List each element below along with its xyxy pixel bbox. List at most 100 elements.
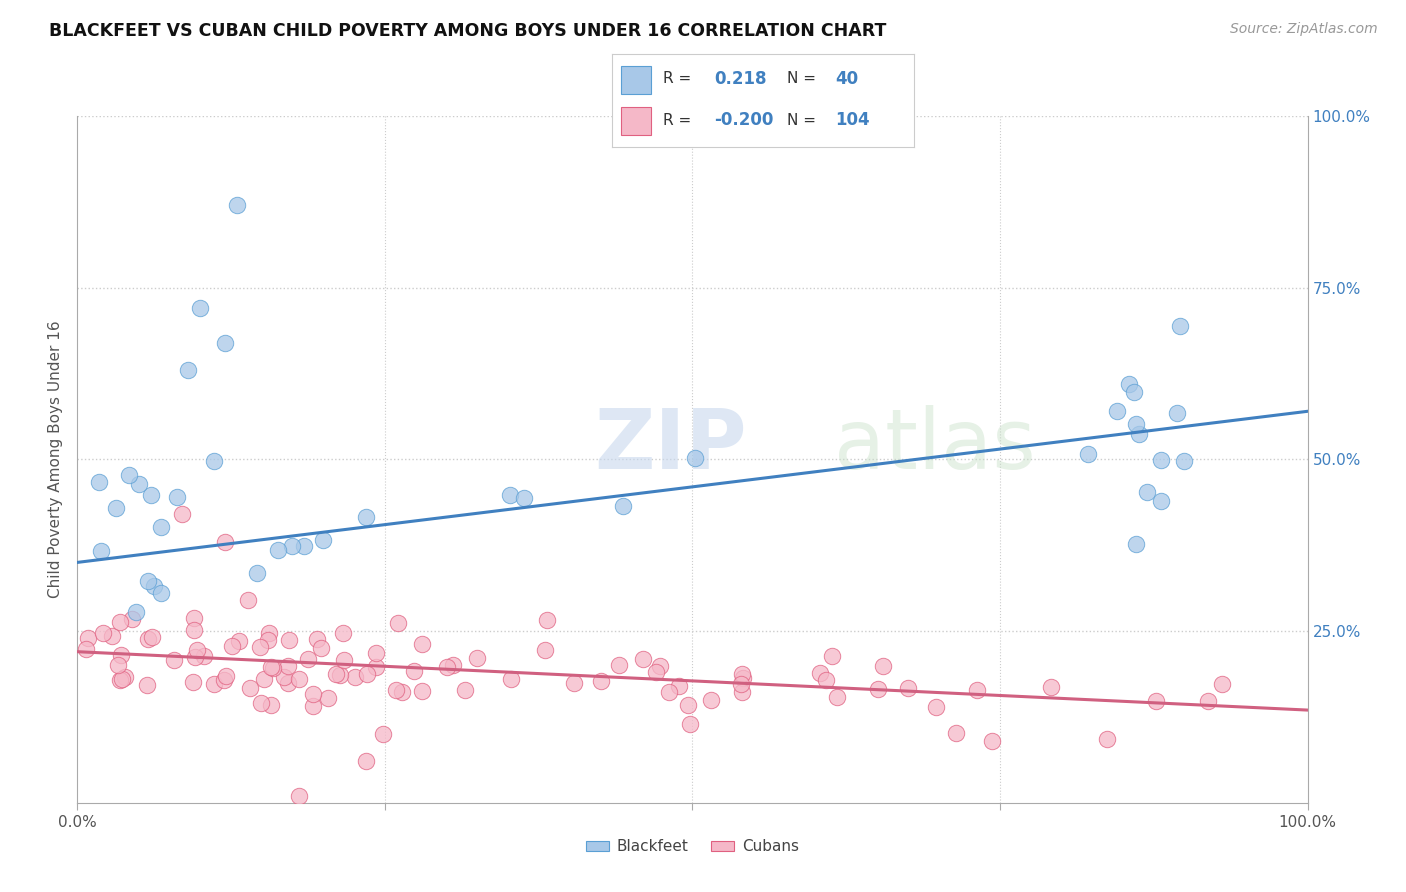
Point [212, 673, 235, 687]
Point [731, 671, 754, 685]
Point [138, 632, 160, 646]
Point [821, 649, 844, 664]
Point [364, 647, 387, 661]
Point [215, 669, 238, 683]
Point [391, 684, 413, 698]
Point [536, 613, 558, 627]
Point [226, 198, 249, 212]
Point [316, 690, 339, 705]
Point [170, 508, 193, 522]
Point [981, 733, 1004, 747]
Point [513, 491, 536, 506]
Point [436, 659, 458, 673]
Point [111, 672, 134, 686]
Point [262, 661, 284, 675]
Point [190, 301, 212, 316]
Point [163, 653, 186, 667]
Point [668, 679, 690, 693]
Point [221, 639, 243, 653]
Point [356, 509, 378, 524]
Point [239, 681, 262, 696]
Point [1128, 426, 1150, 441]
Point [250, 696, 273, 710]
Point [121, 612, 143, 626]
Bar [620, 66, 651, 94]
Point [101, 629, 124, 643]
Point [150, 520, 173, 534]
Point [253, 672, 276, 686]
Point [343, 670, 366, 684]
Point [501, 672, 523, 686]
Point [607, 658, 630, 673]
Point [260, 698, 283, 712]
Point [302, 699, 325, 714]
Point [277, 676, 299, 690]
Point [288, 672, 311, 686]
Point [1136, 485, 1159, 500]
Point [648, 659, 671, 673]
Text: atlas: atlas [834, 405, 1036, 486]
Point [90, 543, 112, 558]
Text: ZIP: ZIP [595, 405, 747, 486]
Point [1173, 453, 1195, 467]
Point [354, 754, 377, 768]
Point [166, 490, 188, 504]
Point [685, 451, 707, 466]
Text: Source: ZipAtlas.com: Source: ZipAtlas.com [1230, 22, 1378, 37]
Point [107, 658, 129, 673]
Point [104, 500, 127, 515]
Point [356, 667, 378, 681]
Point [136, 574, 159, 589]
Text: R =: R = [664, 112, 692, 128]
Point [297, 651, 319, 665]
Point [277, 658, 299, 673]
Point [465, 651, 488, 665]
Point [236, 593, 259, 607]
Point [281, 540, 304, 554]
Point [925, 700, 948, 714]
Point [868, 682, 890, 697]
Point [1168, 319, 1191, 334]
Point [700, 692, 723, 706]
Point [612, 499, 634, 513]
Point [333, 652, 356, 666]
Point [1166, 406, 1188, 420]
Point [731, 684, 754, 698]
Point [385, 683, 408, 698]
Point [387, 615, 409, 630]
Point [1144, 693, 1167, 707]
Point [312, 533, 335, 548]
Point [1197, 694, 1219, 708]
Point [305, 632, 328, 647]
Point [202, 676, 225, 690]
Point [1150, 452, 1173, 467]
Point [411, 684, 433, 698]
Text: R =: R = [664, 71, 692, 87]
Point [1105, 403, 1128, 417]
Point [214, 335, 236, 350]
Point [93, 626, 115, 640]
Point [260, 659, 283, 673]
Point [1077, 447, 1099, 461]
Point [75, 641, 97, 656]
Point [562, 675, 585, 690]
Point [141, 488, 163, 502]
Text: BLACKFEET VS CUBAN CHILD POVERTY AMONG BOYS UNDER 16 CORRELATION CHART: BLACKFEET VS CUBAN CHILD POVERTY AMONG B… [49, 22, 887, 40]
Point [118, 467, 141, 482]
Text: -0.200: -0.200 [714, 111, 773, 129]
Text: 0.218: 0.218 [714, 70, 766, 87]
Y-axis label: Child Poverty Among Boys Under 16: Child Poverty Among Boys Under 16 [48, 320, 63, 599]
Point [114, 670, 136, 684]
Point [177, 363, 200, 377]
Point [183, 611, 205, 625]
Point [257, 625, 280, 640]
Point [591, 673, 613, 688]
Text: 104: 104 [835, 111, 870, 129]
Point [441, 657, 464, 672]
Point [814, 673, 837, 688]
Point [499, 488, 522, 502]
Text: 40: 40 [835, 70, 859, 87]
Point [402, 664, 425, 678]
Point [1125, 537, 1147, 551]
Text: N =: N = [787, 71, 815, 87]
